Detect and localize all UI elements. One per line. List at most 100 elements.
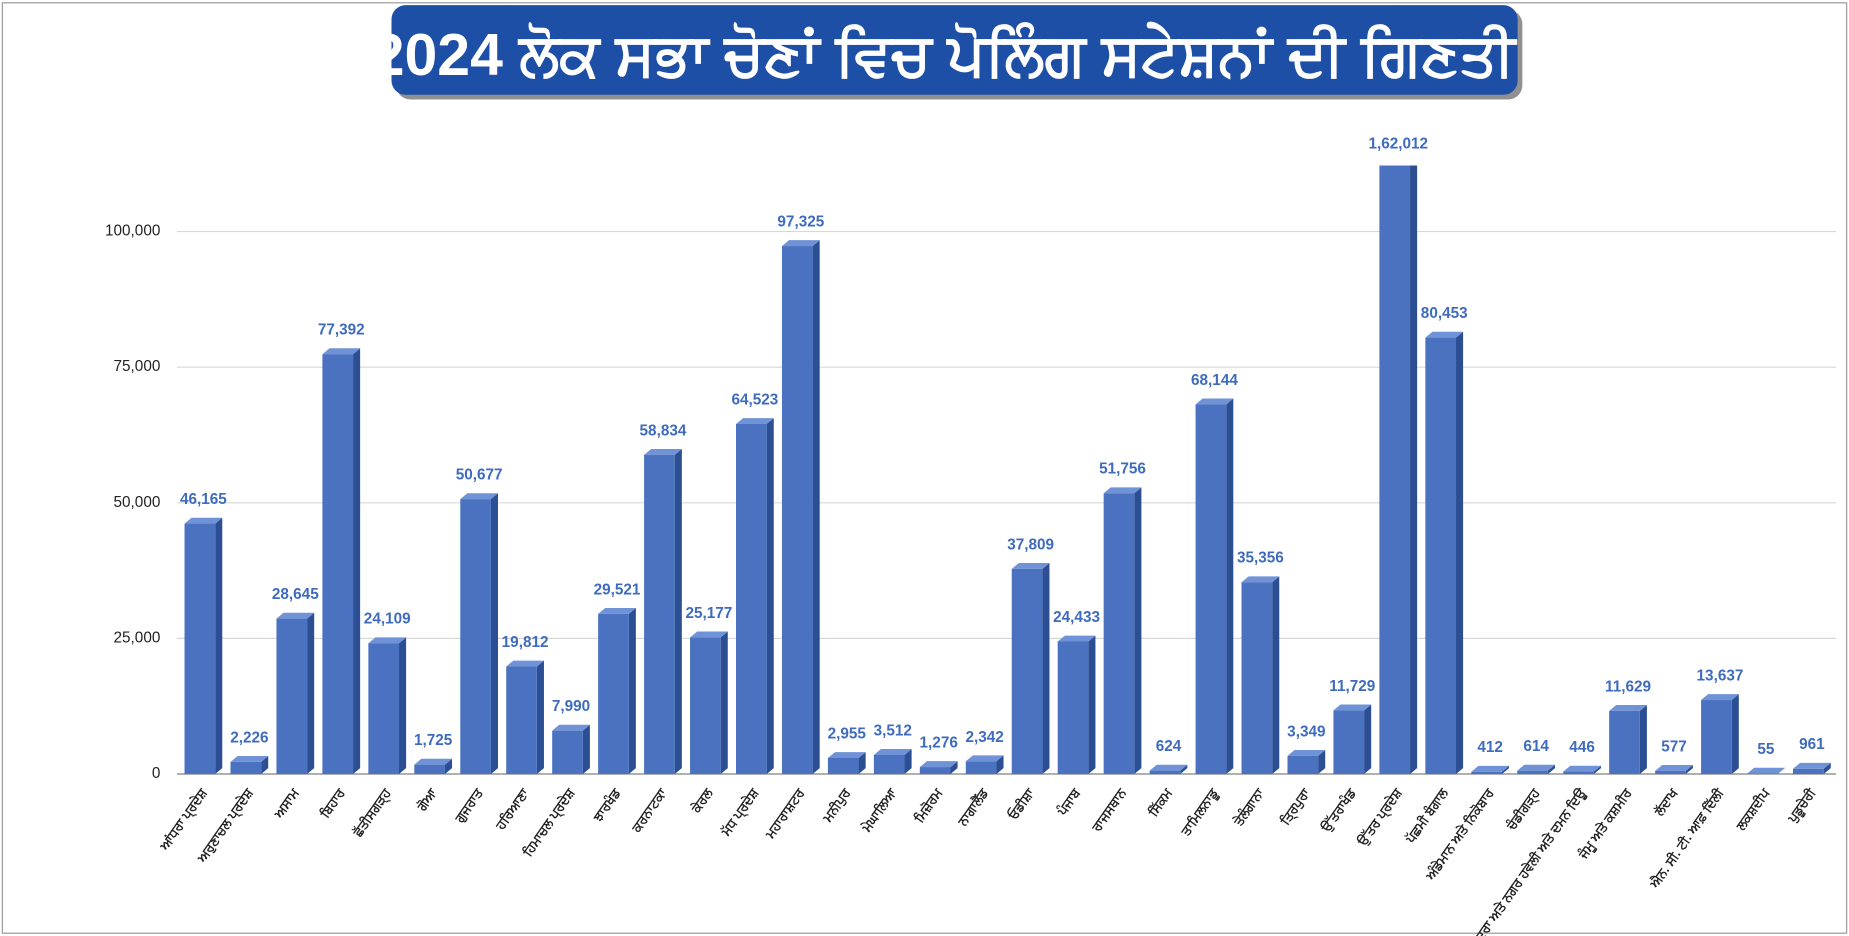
- value-label: 24,109: [364, 611, 411, 628]
- bar: [1195, 404, 1227, 775]
- bar: [827, 757, 859, 775]
- bar: [1655, 770, 1686, 775]
- value-label: 24,433: [1053, 609, 1100, 626]
- bar-side: [536, 660, 544, 775]
- bar: [1103, 493, 1135, 775]
- bar-side: [1042, 563, 1050, 775]
- bar-top: [781, 240, 820, 247]
- bar-top: [552, 724, 590, 731]
- bar-top: [276, 612, 315, 619]
- bar-side: [1731, 694, 1739, 775]
- value-label: 614: [1523, 738, 1549, 755]
- bar: [1609, 710, 1640, 775]
- bar-top: [1655, 764, 1693, 771]
- bar: [1793, 768, 1824, 775]
- bar-side: [1456, 331, 1464, 775]
- bar-top: [1425, 331, 1464, 338]
- value-label: 2,342: [965, 729, 1003, 746]
- value-label: 19,812: [502, 634, 549, 651]
- value-label: 37,809: [1007, 536, 1054, 553]
- bar-side: [904, 749, 912, 775]
- bar-top: [1563, 765, 1601, 772]
- bar-side: [1593, 765, 1601, 775]
- bar-top: [1195, 398, 1234, 405]
- value-label: 64,523: [731, 391, 778, 408]
- bar: [1287, 755, 1319, 775]
- bar-top: [1609, 705, 1647, 711]
- bar-side: [1639, 705, 1647, 775]
- bar: [276, 618, 308, 775]
- value-label: 35,356: [1237, 550, 1284, 567]
- bar-side: [1364, 704, 1372, 775]
- y-tick-label: 25,000: [114, 629, 161, 646]
- bar-side: [720, 631, 728, 775]
- bar: [781, 246, 813, 775]
- bar: [873, 754, 905, 775]
- value-label: 3,349: [1287, 723, 1325, 740]
- bar-side: [996, 755, 1004, 775]
- bar-top: [1057, 635, 1096, 642]
- value-label: 58,834: [640, 422, 687, 439]
- value-label: 7,990: [552, 698, 590, 715]
- value-label: 46,165: [180, 491, 227, 508]
- value-label: 97,325: [777, 214, 824, 231]
- bar-top: [184, 517, 223, 524]
- bar: [1471, 771, 1502, 775]
- bar-top: [1747, 767, 1785, 774]
- bar-top: [690, 631, 728, 638]
- bar-top: [322, 348, 361, 355]
- value-label: 1,276: [920, 735, 958, 752]
- bar: [1701, 700, 1732, 775]
- bar-top: [1701, 694, 1739, 701]
- bar-top: [965, 755, 1004, 762]
- bar-top: [506, 660, 544, 667]
- bar-side: [582, 724, 590, 775]
- value-label: 68,144: [1191, 372, 1238, 389]
- bar: [965, 761, 997, 775]
- bar: [1517, 770, 1548, 775]
- y-tick-label: 50,000: [114, 494, 161, 511]
- bar-side: [353, 348, 361, 775]
- bar-side: [1501, 765, 1510, 775]
- bar-side: [1272, 576, 1280, 775]
- bar-top: [368, 637, 407, 644]
- chart-title: 2024 ਲੋਕ ਸਭਾ ਚੋਣਾਂ ਵਿਚ ਪੋਲਿੰਗ ਸਟੇਸ਼ਨਾਂ ਦ…: [372, 21, 1518, 88]
- bar: [1425, 337, 1457, 775]
- bar-top: [873, 749, 912, 755]
- bar: [368, 643, 400, 775]
- bar-side: [1088, 635, 1096, 775]
- bar-side: [858, 752, 866, 775]
- bar-top: [1333, 704, 1372, 711]
- bar-side: [1318, 749, 1326, 775]
- value-label: 577: [1661, 738, 1687, 755]
- bar-top: [1103, 487, 1142, 494]
- bar-side: [1547, 764, 1556, 775]
- bar-top: [736, 418, 774, 425]
- value-label: 2,226: [230, 729, 268, 746]
- value-label: 11,729: [1329, 678, 1375, 695]
- bar-top: [1241, 576, 1280, 583]
- bar: [506, 666, 537, 775]
- bar: [1563, 771, 1594, 775]
- y-tick-label: 0: [152, 765, 161, 782]
- bar: [644, 454, 675, 775]
- value-label: 11,629: [1605, 678, 1651, 695]
- bar: [690, 637, 721, 775]
- bar: [1379, 165, 1411, 775]
- bar: [230, 761, 262, 775]
- bar-side: [950, 761, 958, 775]
- bar-side: [1823, 762, 1831, 775]
- bar: [460, 499, 491, 775]
- value-label: 624: [1156, 738, 1182, 755]
- value-label: 25,177: [685, 605, 732, 622]
- bar-side: [628, 607, 636, 775]
- bar-top: [919, 761, 958, 768]
- bars: [184, 165, 1831, 775]
- bar: [414, 764, 445, 775]
- bar-side: [1685, 764, 1693, 775]
- value-label: 961: [1799, 736, 1825, 753]
- bar-side: [215, 517, 223, 775]
- bar-side: [444, 758, 453, 775]
- value-label: 55: [1757, 741, 1775, 758]
- bar-side: [399, 637, 407, 775]
